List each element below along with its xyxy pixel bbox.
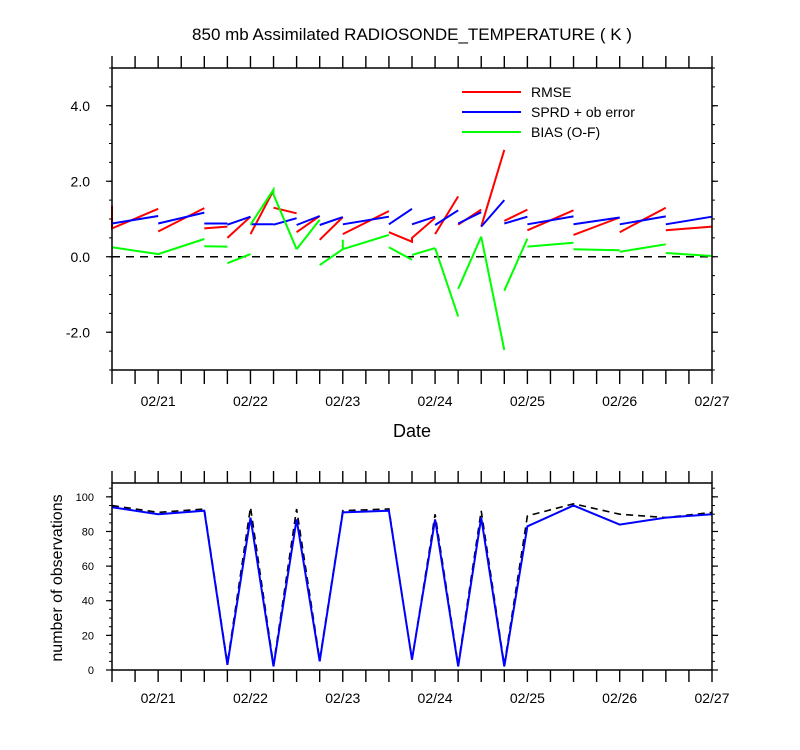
series-assimilated-observations [111,504,713,667]
series-line-segment [227,215,251,226]
bottom-x-tick-label: 02/27 [694,690,729,706]
series-line-segment [480,236,506,351]
bottom-x-tick-label: 02/23 [325,690,360,706]
series-possible-observations [111,502,713,665]
series-line-segment [319,216,344,226]
series-line-segment [388,207,413,226]
series-line-segment [296,215,321,234]
series-line-segment [318,216,344,241]
series-line-segment [157,207,205,233]
series-line-segment [665,215,713,226]
top-y-tick-label: 2.0 [71,173,91,189]
x-axis-label: Date [393,421,431,441]
legend-label: BIAS (O-F) [531,124,600,140]
series-line-segment [249,186,298,250]
bottom-axes: 100 80 60 40 20 0 02/21 02/22 02/23 02/24 02/25 02/… [76,471,730,706]
bottom-y-tick-label: 40 [82,596,94,608]
series-line-segment [111,215,159,225]
series-line-segment [503,238,529,292]
series-line-segment [480,149,506,227]
bottom-y-tick-label: 100 [76,492,94,504]
series-line-segment [619,215,666,226]
series-line-segment [457,236,483,290]
bottom-x-tick-label: 02/24 [418,690,453,706]
legend: RMSE SPRD + ob error BIAS (O-F) [462,84,635,140]
series-sprd-ob-error [111,199,713,228]
series-line-segment [111,238,205,256]
series-line-segment [249,189,275,235]
bottom-x-tick-label: 02/25 [510,690,545,706]
series-line-segment [342,210,390,235]
top-x-tick-label: 02/24 [418,393,453,409]
bottom-x-tick-label: 02/21 [141,690,176,706]
series-line-segment [434,209,459,226]
top-y-tick-label: 4.0 [71,98,91,114]
top-x-tick-label: 02/25 [510,393,545,409]
series-rmse [111,149,713,244]
series-bias-o-f- [111,186,713,351]
series-line-segment [527,215,574,226]
series-line-segment [665,252,713,257]
series-line-segment [204,225,228,230]
series-line-segment [296,215,321,226]
top-plot-area [111,149,713,351]
top-y-tick-label: -2.0 [66,324,90,340]
bottom-y-tick-label: 80 [82,526,94,538]
bottom-x-tick-label: 02/26 [602,690,637,706]
series-line-segment [573,216,620,226]
series-line-segment [226,215,252,239]
top-x-tick-label: 02/27 [694,393,729,409]
series-line-segment [527,241,574,248]
series-line-segment [573,248,620,252]
series-line-segment [342,215,390,226]
series-line-segment [319,248,344,266]
series-line-segment [665,225,713,232]
bottom-y-tick-label: 20 [82,630,94,642]
bottom-y-tick-label: 0 [88,665,94,677]
series-line-segment [504,215,528,225]
top-x-tick-label: 02/26 [602,393,637,409]
series-line-segment [573,216,621,236]
series-line-segment [388,246,413,261]
bottom-y-tick-label: 60 [82,561,94,573]
series-line-segment [434,247,460,317]
legend-label: SPRD + ob error [531,104,635,120]
series-line-segment [480,199,506,228]
top-axes: 4.0 2.0 0.0 -2.0 02/21 02/22 02/23 02/24 02/25 02… [66,56,730,409]
series-line-segment [457,211,482,225]
series-line-segment [503,208,528,222]
chart-title: 850 mb Assimilated RADIOSONDE_TEMPERATUR… [192,25,632,44]
top-x-tick-label: 02/22 [233,393,268,409]
series-line-segment [341,233,390,251]
series-line-segment [273,206,297,215]
series-line-segment [227,253,251,265]
bottom-x-tick-label: 02/22 [233,690,268,706]
top-x-tick-label: 02/21 [141,393,176,409]
top-x-tick-label: 02/23 [325,393,360,409]
series-line-segment [157,211,205,225]
top-y-tick-label: 0.0 [71,249,91,265]
series-line-segment [411,247,436,256]
series-line-segment [411,215,436,226]
series-line-segment [619,243,666,253]
series-line-segment [388,217,436,244]
y-axis-label-observations: number of observations [49,494,66,661]
bottom-plot-area [111,502,713,667]
series-line-segment [434,195,460,235]
legend-label: RMSE [531,84,571,100]
series-line-segment [295,219,321,250]
